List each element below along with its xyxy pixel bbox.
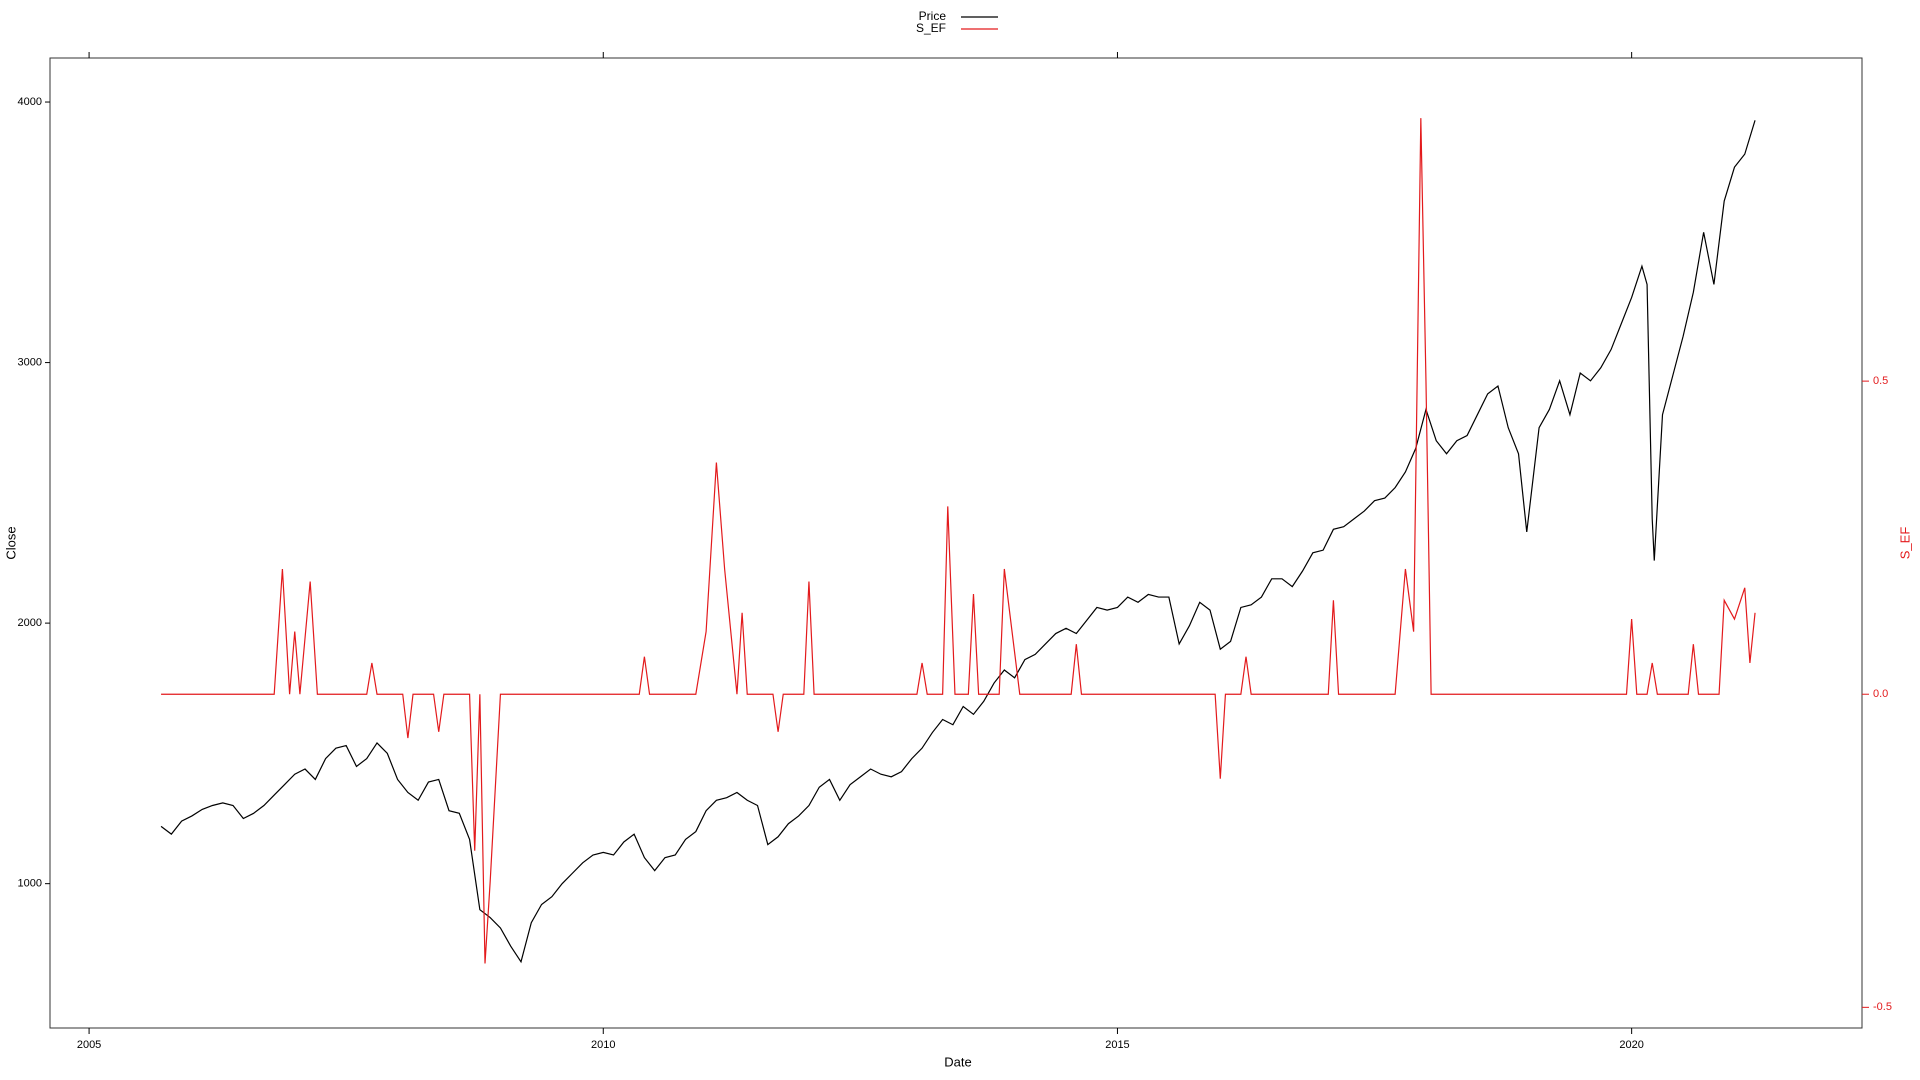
y2-tick-label: 0.0	[1873, 688, 1888, 700]
y-axis-label: Close	[3, 526, 18, 559]
y2-tick-label: -0.5	[1873, 1001, 1892, 1013]
x-tick-label: 2015	[1105, 1039, 1129, 1051]
x-axis-label: Date	[944, 1054, 971, 1069]
plot-frame	[49, 57, 1863, 1029]
legend-label: Price	[919, 9, 947, 23]
y-tick-label: 4000	[18, 96, 42, 108]
y2-axis-label: S_EF	[1897, 527, 1912, 560]
y-tick-label: 2000	[18, 617, 42, 629]
x-tick-label: 2020	[1619, 1039, 1643, 1051]
x-tick-label: 2010	[591, 1039, 615, 1051]
legend-label: S_EF	[916, 21, 946, 35]
line-secondary	[161, 118, 1756, 964]
y2-tick-label: 0.5	[1873, 375, 1888, 387]
line-primary	[160, 120, 1756, 964]
y-tick-label: 3000	[18, 356, 42, 368]
x-tick-label: 2005	[77, 1039, 101, 1051]
y-tick-label: 1000	[18, 878, 42, 890]
